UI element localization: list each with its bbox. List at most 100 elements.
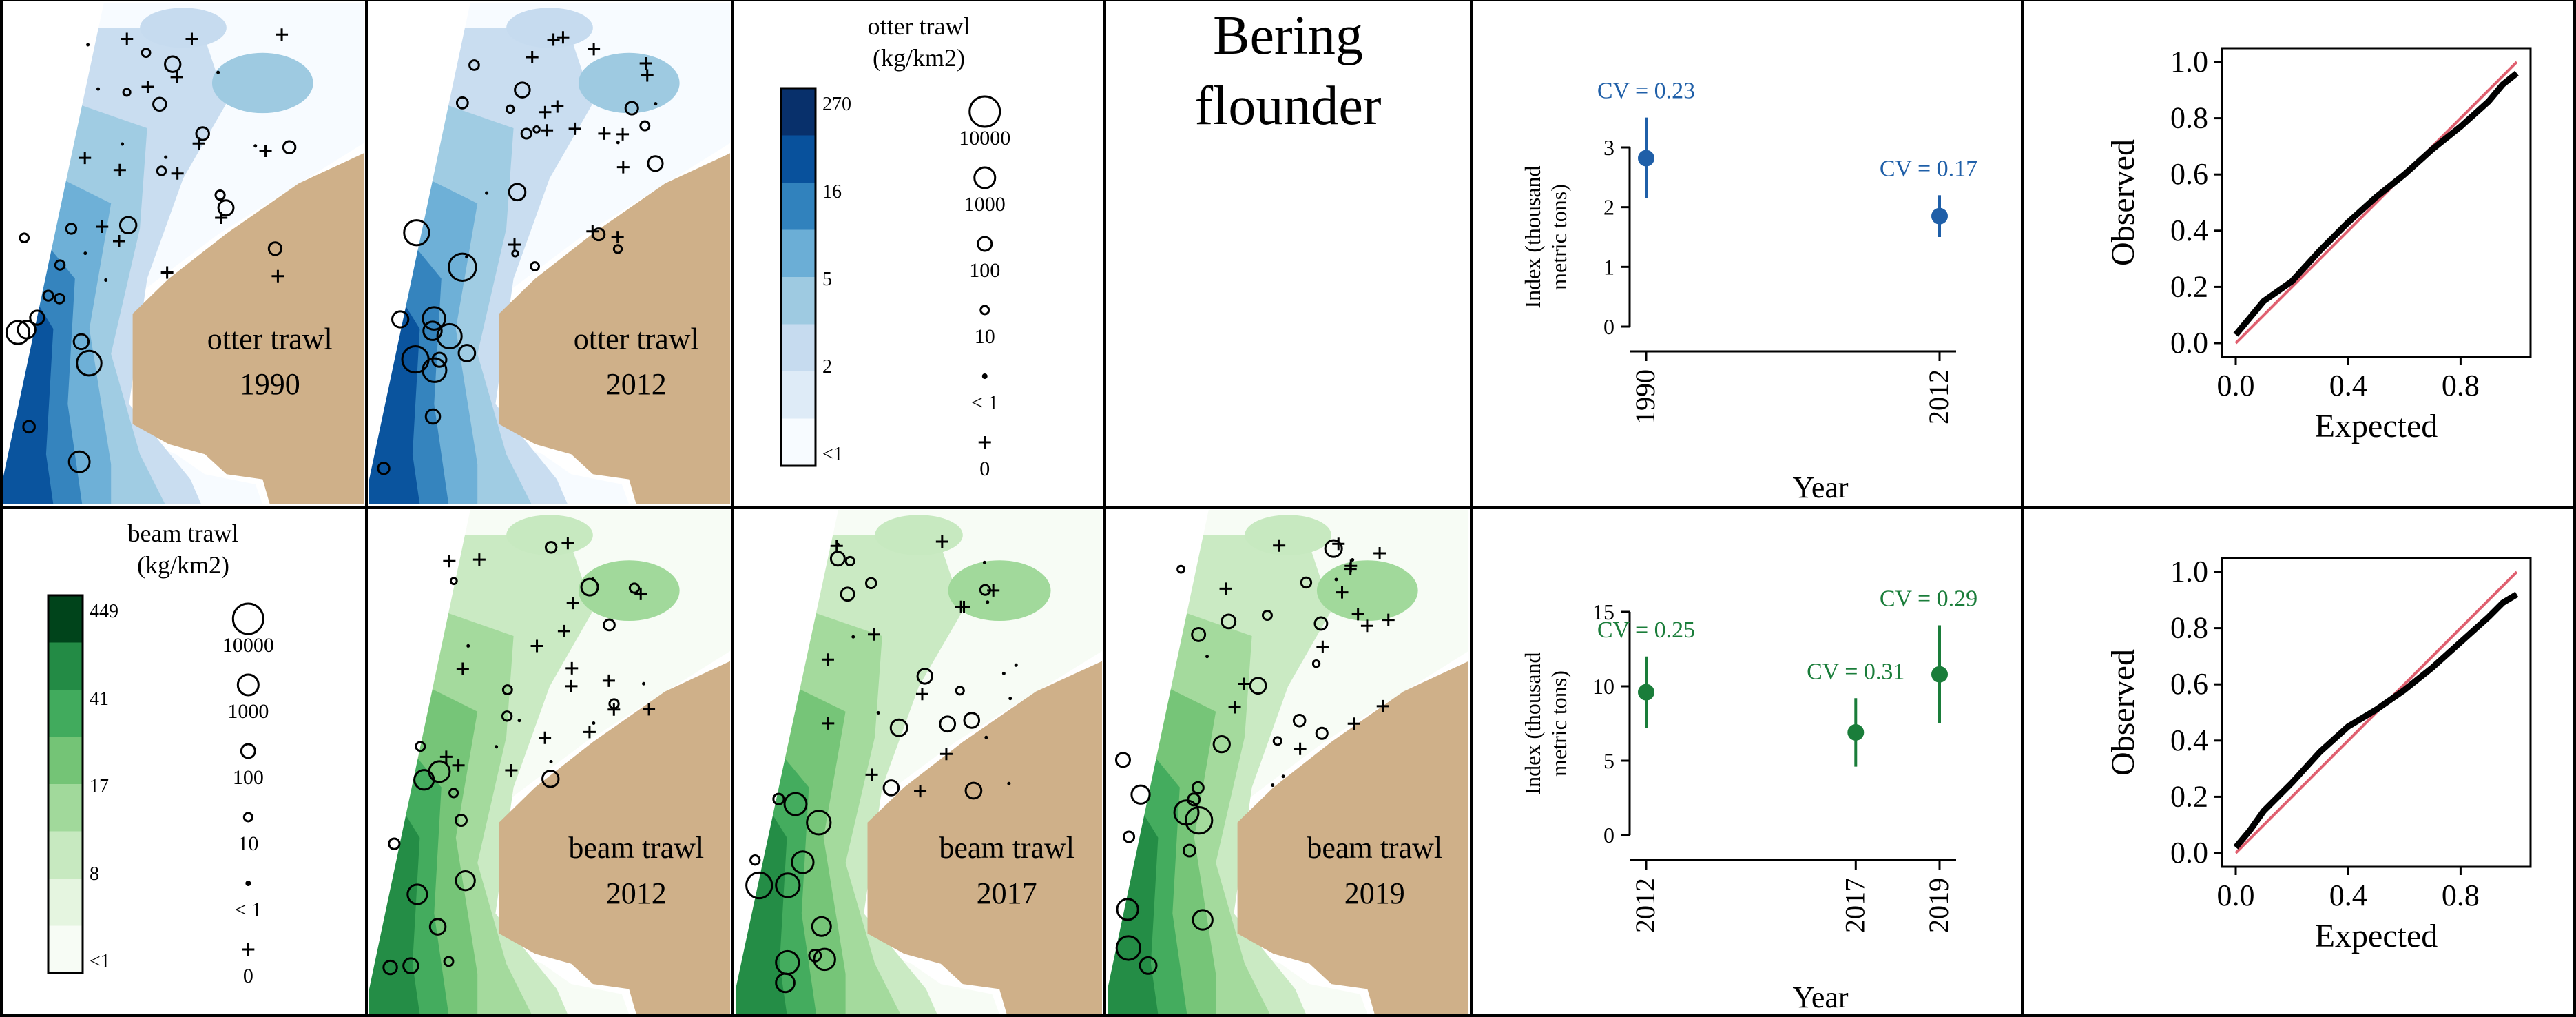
station-catch-marker: [1313, 616, 1329, 631]
station-zero-marker: [639, 56, 652, 70]
station-zero-marker: [1228, 701, 1241, 714]
density-band: [736, 802, 787, 1014]
station-catch-marker: [377, 462, 391, 475]
station-small-marker: [549, 760, 553, 764]
color-scale-label: <1: [822, 444, 843, 465]
land-area: [1237, 661, 1468, 1014]
station-small-marker: [1007, 781, 1011, 785]
index-point: [1931, 666, 1948, 683]
bubble-size-marker: [979, 305, 990, 316]
station-zero-marker: [598, 127, 611, 140]
station-zero-marker: [1219, 582, 1232, 595]
bubble-size-marker: [245, 881, 251, 886]
station-catch-marker: [5, 320, 31, 345]
station-catch-marker: [530, 261, 540, 271]
density-patch: [506, 8, 593, 48]
station-catch-marker: [806, 810, 832, 836]
station-zero-marker: [1347, 717, 1360, 730]
map-otter-1990: otter trawl 1990: [3, 3, 364, 504]
station-catch-marker: [775, 972, 796, 994]
station-catch-marker: [808, 948, 822, 963]
station-zero-marker: [568, 122, 581, 135]
y-tick-label: 5: [1603, 748, 1614, 773]
station-zero-marker: [452, 759, 465, 772]
station-catch-marker: [541, 770, 560, 788]
station-zero-marker: [160, 266, 174, 279]
station-zero-marker: [561, 537, 574, 550]
station-catch-marker: [443, 956, 455, 967]
station-catch-marker: [22, 420, 36, 434]
color-scale-label: 17: [90, 776, 109, 797]
station-catch-marker: [580, 577, 599, 597]
color-scale-label: <1: [90, 951, 110, 972]
station-zero-marker: [588, 43, 601, 56]
station-small-marker: [642, 681, 646, 686]
station-small-marker: [96, 87, 101, 91]
density-patch: [1316, 560, 1418, 622]
color-scale-segment: [48, 831, 83, 879]
station-catch-marker: [1187, 792, 1201, 807]
qq-chart-beam: 0.00.20.40.60.81.00.0 0.4 0.8ExpectedObser…: [2105, 555, 2532, 954]
station-zero-marker: [634, 587, 647, 600]
y-tick-label: 0.6: [2170, 157, 2208, 191]
station-catch-marker: [532, 125, 541, 134]
station-catch-marker: [882, 779, 900, 797]
color-scale-label: 449: [90, 601, 118, 622]
station-catch-marker: [840, 586, 855, 602]
station-catch-marker: [1191, 781, 1205, 794]
map-content: [369, 510, 730, 1014]
x-tick-label: 0.0: [2217, 369, 2255, 402]
station-zero-marker: [112, 235, 125, 248]
station-zero-marker: [259, 145, 272, 158]
map-gear-label: beam trawl: [1307, 831, 1442, 865]
station-zero-marker: [935, 535, 948, 548]
qq-reference-line: [2234, 61, 2518, 345]
station-catch-marker: [53, 292, 65, 305]
legend-title: beam trawl: [128, 520, 239, 547]
station-zero-marker: [939, 748, 953, 761]
y-tick-label: 0: [1603, 823, 1614, 847]
x-axis-title: Expected: [2315, 408, 2438, 444]
y-tick-label: 15: [1592, 599, 1614, 624]
station-catch-marker: [501, 710, 513, 722]
x-axis-title: Year: [1792, 980, 1848, 1014]
station-zero-marker: [643, 703, 656, 716]
map-beam-2012: beam trawl 2012: [369, 510, 730, 1014]
station-zero-marker: [456, 662, 469, 675]
x-axis-title: Year: [1792, 471, 1848, 504]
station-catch-marker: [267, 241, 283, 256]
station-zero-marker: [539, 105, 552, 119]
station-small-marker: [1001, 671, 1006, 675]
station-catch-marker: [514, 81, 531, 99]
station-catch-marker: [628, 582, 641, 594]
station-small-marker: [851, 635, 855, 639]
station-catch-marker: [1139, 956, 1158, 975]
station-zero-marker: [1273, 539, 1286, 552]
station-small-marker: [592, 721, 596, 725]
station-zero-marker: [96, 220, 109, 233]
y-tick-label: 2: [1603, 195, 1614, 220]
qq-observed-curve: [2233, 70, 2519, 337]
station-catch-marker: [1115, 935, 1141, 961]
station-zero-marker: [1351, 608, 1364, 621]
station-zero-marker: [583, 726, 596, 739]
station-catch-marker: [939, 715, 957, 733]
x-tick-label: 0.8: [2442, 369, 2480, 402]
land-area: [867, 661, 1102, 1014]
station-catch-marker: [501, 684, 513, 696]
station-catch-marker: [508, 183, 527, 202]
land-area: [499, 661, 730, 1014]
bubble-size-marker: [236, 673, 260, 697]
station-zero-marker: [1360, 619, 1373, 633]
station-catch-marker: [449, 577, 458, 586]
legend-unit: (kg/km2): [137, 551, 229, 579]
x-tick-label: 2012: [1923, 369, 1954, 424]
station-catch-marker: [468, 59, 480, 71]
station-catch-marker: [647, 155, 664, 172]
y-tick-label: 0.2: [2170, 779, 2208, 813]
station-zero-marker: [566, 597, 579, 610]
station-catch-marker: [1116, 898, 1139, 921]
station-small-marker: [982, 560, 986, 564]
